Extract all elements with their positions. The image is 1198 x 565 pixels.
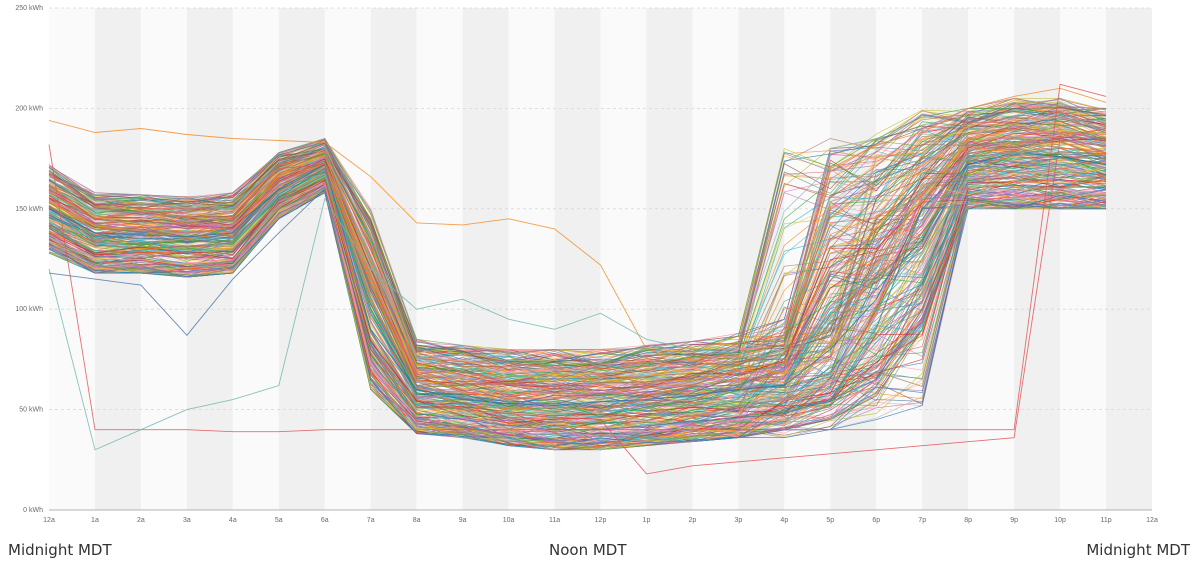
series-line	[48, 136, 1107, 386]
series-line	[48, 98, 1107, 363]
series-line	[48, 99, 1107, 365]
y-tick-label: 0 kWh	[23, 507, 43, 514]
y-tick-labels: 0 kWh 50 kWh 100 kWh 150 kWh 200 kWh 250 kWh	[15, 5, 43, 514]
x-tick-label: 7p	[918, 517, 926, 524]
x-tick-label: 5a	[275, 517, 283, 524]
annotation-midnight-start: Midnight MDT	[8, 541, 112, 559]
x-tick-label: 11a	[549, 517, 560, 524]
hour-band	[968, 8, 1015, 510]
series-line	[48, 156, 1107, 411]
highlight-series-line	[48, 87, 1107, 374]
series-line	[48, 175, 1107, 429]
highlight-series-line	[48, 128, 1107, 475]
series-line	[48, 181, 1107, 436]
series-line	[48, 151, 1107, 409]
x-tick-label: 3p	[734, 517, 742, 524]
y-tick-label: 150 kWh	[15, 206, 43, 213]
x-tick-label: 10a	[503, 517, 515, 524]
series-line	[48, 133, 1107, 399]
x-tick-label: 6p	[872, 517, 880, 524]
y-tick-label: 50 kWh	[19, 407, 43, 414]
y-tick-label: 200 kWh	[15, 105, 43, 112]
series-line	[48, 110, 1107, 371]
x-tick-label: 1p	[643, 517, 651, 524]
series-line	[48, 103, 1107, 367]
series-line	[48, 165, 1107, 416]
x-tick-label: 10p	[1054, 517, 1066, 524]
series-line	[48, 111, 1107, 371]
x-tick-label: 1a	[91, 517, 99, 524]
series-line	[48, 111, 1107, 372]
series-line	[48, 143, 1107, 397]
series-line	[48, 109, 1107, 362]
x-tick-label: 7a	[367, 517, 375, 524]
highlight-series-line	[48, 187, 1106, 431]
series-line	[48, 107, 1107, 369]
x-tick-label: 9a	[459, 517, 467, 524]
series-line	[48, 192, 1107, 451]
highlight-series-line	[48, 152, 1107, 407]
series-line	[48, 117, 1107, 373]
series-line	[48, 98, 1107, 363]
x-tick-label: 9p	[1010, 517, 1018, 524]
series-line	[48, 178, 1107, 423]
series-line	[48, 142, 1107, 401]
x-tick-label: 12a	[43, 517, 55, 524]
series-line	[48, 163, 1107, 417]
hour-band	[1106, 8, 1152, 510]
series-line	[48, 185, 1107, 441]
x-tick-label: 3a	[183, 517, 191, 524]
series-line	[48, 154, 1107, 418]
highlight-series-line	[48, 152, 1107, 451]
x-tick-label: 6a	[321, 517, 329, 524]
series-line	[48, 123, 1107, 380]
series-line	[48, 186, 1107, 445]
series-line	[48, 185, 1107, 446]
x-tick-labels: 12a 1a 2a 3a 4a 5a 6a 7a 8a 9a 10a 11a 12p 1p 2p 3p 4p 5p…	[43, 517, 1158, 524]
series-line	[48, 181, 1107, 438]
x-tick-label: 8p	[964, 517, 972, 524]
x-tick-label: 4a	[229, 517, 237, 524]
series-line	[48, 124, 1107, 378]
x-tick-label: 5p	[826, 517, 834, 524]
series-line	[48, 152, 1107, 406]
x-tick-label: 12a	[1146, 517, 1158, 524]
series-line	[48, 189, 1106, 451]
x-tick-label: 4p	[780, 517, 788, 524]
x-tick-label: 11p	[1100, 517, 1111, 524]
series-line	[48, 192, 1107, 447]
annotation-midnight-end: Midnight MDT	[1086, 541, 1190, 559]
series-line	[48, 114, 1107, 369]
x-tick-label: 8a	[413, 517, 421, 524]
series-line	[48, 173, 1107, 422]
series-line	[48, 135, 1107, 397]
x-tick-label: 2a	[137, 517, 145, 524]
y-tick-label: 100 kWh	[15, 306, 43, 313]
series-lines	[48, 98, 1107, 451]
series-line	[48, 109, 1107, 377]
annotation-noon: Noon MDT	[549, 541, 627, 559]
series-line	[48, 149, 1107, 409]
hour-band	[278, 8, 325, 510]
series-line	[48, 181, 1107, 443]
hour-band	[1060, 8, 1107, 510]
series-line	[48, 132, 1107, 383]
series-line	[48, 192, 1107, 442]
series-line	[48, 114, 1107, 374]
y-tick-label: 250 kWh	[15, 5, 43, 12]
highlight-series-lines	[48, 83, 1107, 475]
x-tick-label: 12p	[595, 517, 607, 524]
series-line	[48, 189, 1107, 449]
series-line	[48, 99, 1107, 362]
series-line	[48, 106, 1107, 371]
x-tick-label: 2p	[689, 517, 697, 524]
